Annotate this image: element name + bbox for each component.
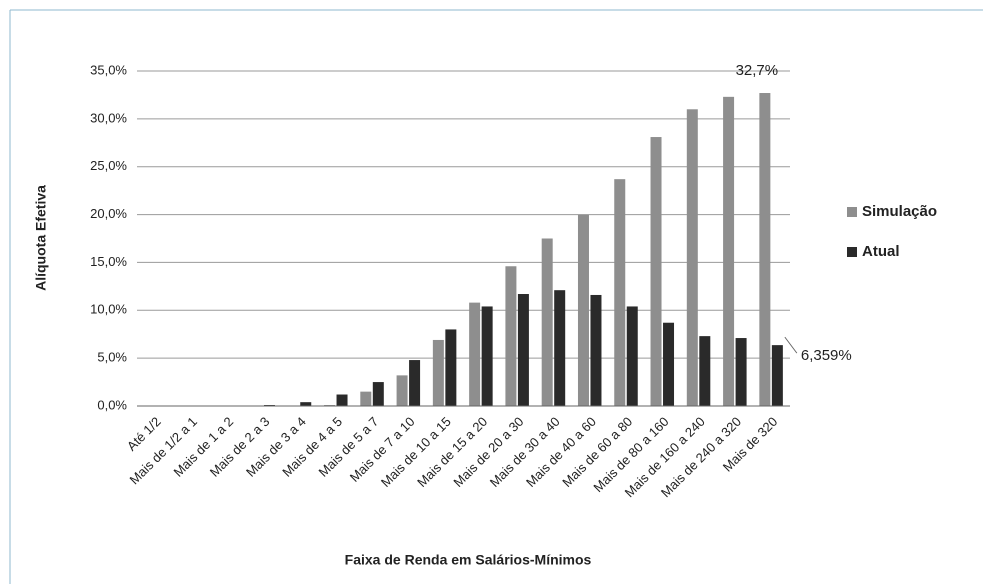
bar <box>432 339 444 406</box>
bar <box>396 375 408 406</box>
bar <box>505 266 517 406</box>
y-tick-label: 20,0% <box>90 206 127 221</box>
bar <box>469 302 481 406</box>
bar <box>699 336 711 406</box>
y-tick-label: 5,0% <box>97 350 127 365</box>
bar <box>577 214 589 406</box>
legend-label: Simulação <box>862 203 937 220</box>
y-tick-label: 25,0% <box>90 158 127 173</box>
legend-label: Atual <box>862 243 900 260</box>
bar <box>590 294 602 406</box>
bar <box>759 93 771 406</box>
bar <box>626 306 638 406</box>
y-tick-label: 35,0% <box>90 62 127 77</box>
y-tick-label: 15,0% <box>90 254 127 269</box>
bar <box>723 96 735 406</box>
legend-swatch <box>847 207 857 217</box>
bar <box>686 109 698 407</box>
y-tick-label: 30,0% <box>90 110 127 125</box>
bar <box>360 391 372 406</box>
x-axis-label: Faixa de Renda em Salários-Mínimos <box>345 552 592 568</box>
y-axis-label: Alíquota Efetiva <box>33 185 49 291</box>
bar <box>663 322 675 406</box>
bar <box>372 382 384 406</box>
bar <box>336 394 348 406</box>
bar <box>735 338 747 406</box>
bar <box>554 290 566 406</box>
bar <box>650 137 662 407</box>
y-tick-label: 10,0% <box>90 302 127 317</box>
bar <box>409 360 421 406</box>
leader-line <box>784 336 798 354</box>
legend-swatch <box>847 247 857 257</box>
value-label: 6,359% <box>801 347 852 364</box>
bar <box>771 345 783 406</box>
bar <box>517 294 529 406</box>
bar <box>614 179 626 406</box>
bar <box>445 329 457 406</box>
y-tick-label: 0,0% <box>97 397 127 412</box>
bar <box>541 238 553 406</box>
bar <box>300 402 312 406</box>
bar <box>481 306 493 406</box>
value-label: 32,7% <box>736 62 779 79</box>
